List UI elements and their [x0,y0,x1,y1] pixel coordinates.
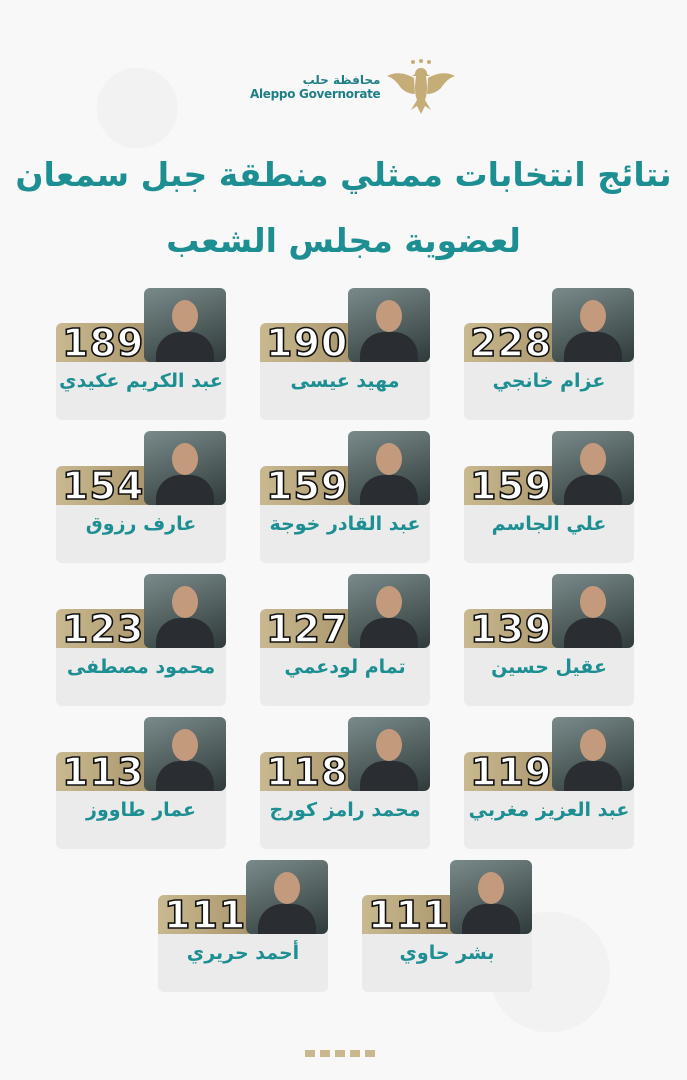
page-title: نتائج انتخابات ممثلي منطقة جبل سمعان لعض… [0,142,687,274]
dot [320,1050,330,1057]
dot [350,1050,360,1057]
candidate-photo [552,431,634,505]
title-line-1: نتائج انتخابات ممثلي منطقة جبل سمعان [15,155,672,194]
candidate-name: عارف رزوق [85,513,197,535]
title-line-2: لعضوية مجلس الشعب [166,221,521,260]
votes-band [260,466,360,505]
candidate-card: 118 محمد رامز كورج [260,717,430,849]
candidate-name: عبد العزيز مغربي [468,799,630,821]
votes-band [464,323,564,362]
candidate-photo [348,288,430,362]
candidate-photo [348,431,430,505]
candidate-name: محمد رامز كورج [269,799,421,821]
vote-count: 154 [61,463,145,509]
votes-band [464,609,564,648]
candidate-name: عزام خانجي [492,370,606,392]
candidate-card: 111 بشر حاوي [362,860,532,992]
candidate-photo [552,288,634,362]
vote-count: 111 [163,892,247,938]
candidate-card: 123 محمود مصطفى [56,574,226,706]
logo-arabic: محافظة حلب [302,73,381,87]
candidate-photo [552,574,634,648]
page-indicator [305,1050,375,1057]
candidate-card: 154 عارف رزوق [56,431,226,563]
vote-count: 139 [469,606,553,652]
candidate-card: 127 تمام لودعمي [260,574,430,706]
candidate-card: 159 عبد القادر خوجة [260,431,430,563]
dot [335,1050,345,1057]
logo-english: Aleppo Governorate [250,87,381,101]
vote-count: 190 [265,320,349,366]
vote-count: 127 [265,606,349,652]
vote-count: 113 [61,749,145,795]
candidate-card: 139 عقيل حسين [464,574,634,706]
candidate-name: عمار طاووز [86,799,196,821]
candidate-name: علي الجاسم [491,513,607,535]
candidate-name: عبد القادر خوجة [269,513,421,535]
vote-count: 119 [469,749,553,795]
candidate-name: أحمد حريري [186,942,300,964]
candidate-photo [450,860,532,934]
votes-band [260,323,360,362]
candidate-name: محمود مصطفى [66,656,216,678]
dot [365,1050,375,1057]
vote-count: 111 [367,892,451,938]
candidate-card: 119 عبد العزيز مغربي [464,717,634,849]
vote-count: 159 [469,463,553,509]
candidate-card: 190 مهيد عيسى [260,288,430,420]
votes-band [464,466,564,505]
vote-count: 159 [265,463,349,509]
vote-count: 228 [469,320,553,366]
eagle-icon [387,59,456,114]
votes-band [56,323,156,362]
candidate-photo [348,574,430,648]
votes-band [56,752,156,791]
candidate-name: عبد الكريم عكيدي [59,370,223,392]
candidate-photo [246,860,328,934]
votes-band [260,609,360,648]
votes-band [56,609,156,648]
candidate-name: بشر حاوي [399,942,495,964]
candidate-card: 113 عمار طاووز [56,717,226,849]
votes-band [56,466,156,505]
candidate-card: 111 أحمد حريري [158,860,328,992]
votes-band [260,752,360,791]
votes-band [362,895,462,934]
candidate-photo [144,574,226,648]
candidate-name: مهيد عيسى [290,370,400,392]
dot [305,1050,315,1057]
candidate-photo [348,717,430,791]
candidate-name: تمام لودعمي [284,656,406,678]
candidate-photo [144,288,226,362]
vote-count: 118 [265,749,349,795]
candidate-card: 228 عزام خانجي [464,288,634,420]
vote-count: 123 [61,606,145,652]
votes-band [464,752,564,791]
candidate-photo [144,431,226,505]
logo: محافظة حلب Aleppo Governorate [250,58,456,116]
vote-count: 189 [61,320,145,366]
candidate-photo [552,717,634,791]
candidate-name: عقيل حسين [491,656,607,678]
candidates-grid: 228 عزام خانجي 190 مهيد عيسى 189 عبد الك… [50,288,640,992]
candidate-card: 159 علي الجاسم [464,431,634,563]
votes-band [158,895,258,934]
candidate-photo [144,717,226,791]
candidate-card: 189 عبد الكريم عكيدي [56,288,226,420]
